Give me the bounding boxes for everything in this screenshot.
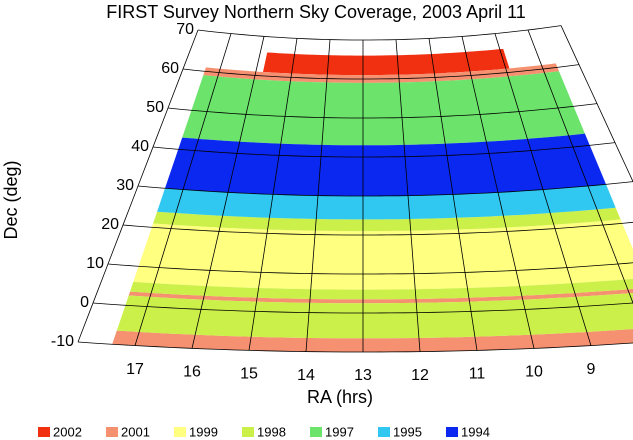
legend-swatch: [242, 427, 254, 437]
grid-line: [107, 262, 633, 275]
x-tick-label: 16: [183, 364, 201, 381]
legend-label: 2001: [121, 424, 150, 439]
y-tick-label: 30: [116, 177, 134, 194]
x-tick-label: 12: [411, 367, 429, 384]
grid-line: [92, 302, 633, 314]
legend-label: 1995: [393, 424, 422, 439]
grid-line: [527, 29, 633, 305]
grid-line: [305, 39, 331, 352]
grid-line: [197, 25, 562, 41]
legend-label: 1997: [325, 424, 354, 439]
x-tick-label: 11: [469, 366, 486, 383]
legend-swatch: [106, 427, 118, 437]
y-tick-label: 70: [176, 21, 194, 38]
grid-line: [191, 36, 265, 349]
legend-swatch: [174, 427, 186, 437]
x-tick-label: 13: [354, 367, 372, 384]
grid-line: [395, 39, 421, 352]
grid-line: [137, 181, 633, 197]
legend-label: 2002: [53, 424, 82, 439]
grid-line: [428, 38, 478, 351]
y-tick-label: 60: [161, 60, 179, 77]
y-tick-label: 0: [80, 294, 89, 311]
coverage-band: [153, 207, 621, 232]
grid-line: [134, 33, 232, 346]
coverage-band: [203, 63, 560, 83]
coverage-band: [128, 288, 633, 304]
grid-line: [461, 36, 535, 349]
legend-swatch: [378, 427, 390, 437]
map-boundary: [560, 25, 633, 183]
y-tick-label: -10: [51, 333, 74, 350]
y-tick-label: 10: [86, 255, 104, 272]
coverage-band: [112, 329, 633, 352]
x-tick-label: 10: [525, 364, 543, 381]
legend-swatch: [446, 427, 458, 437]
y-tick-label: 50: [146, 99, 164, 116]
chart-title: FIRST Survey Northern Sky Coverage, 2003…: [106, 2, 526, 22]
x-axis-label: RA (hrs): [307, 387, 373, 407]
coverage-band: [130, 278, 633, 300]
x-tick-label: 14: [297, 367, 315, 384]
legend-label: 1994: [461, 424, 490, 439]
coverage-band: [116, 292, 633, 339]
y-axis-label: Dec (deg): [1, 160, 21, 239]
x-tick-label: 15: [240, 366, 258, 383]
grid-line: [494, 33, 592, 346]
x-tick-label: 17: [126, 361, 144, 378]
coverage-band: [182, 71, 585, 146]
grid-line: [248, 38, 298, 351]
legend-swatch: [38, 427, 50, 437]
legend-label: 1999: [189, 424, 218, 439]
x-tick-label: 9: [587, 361, 596, 378]
legend-swatch: [310, 427, 322, 437]
grid-line: [77, 341, 633, 353]
y-tick-label: 40: [131, 138, 149, 155]
coverage-band: [157, 184, 616, 220]
grid-line: [122, 221, 633, 236]
coverage-band: [263, 48, 510, 76]
legend-label: 1998: [257, 424, 286, 439]
map-boundary: [77, 29, 199, 343]
y-tick-label: 20: [101, 216, 119, 233]
